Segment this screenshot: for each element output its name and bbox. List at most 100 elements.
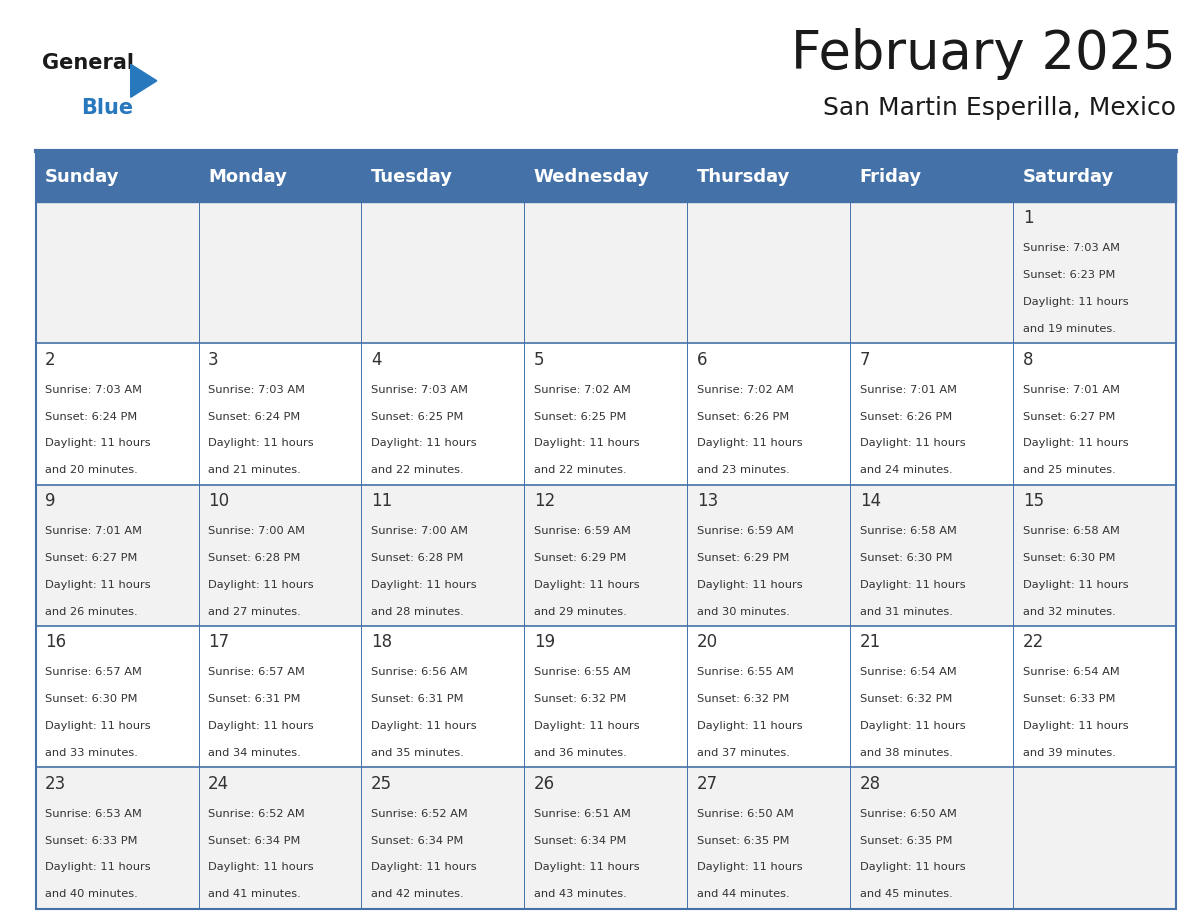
Text: 15: 15 <box>1023 492 1044 510</box>
Text: Blue: Blue <box>81 97 133 118</box>
Text: Sunrise: 6:52 AM: Sunrise: 6:52 AM <box>208 809 305 819</box>
Text: and 22 minutes.: and 22 minutes. <box>533 465 626 476</box>
Polygon shape <box>131 64 157 97</box>
Text: 22: 22 <box>1023 633 1044 652</box>
Text: and 42 minutes.: and 42 minutes. <box>371 890 463 900</box>
Text: 19: 19 <box>533 633 555 652</box>
Text: Daylight: 11 hours: Daylight: 11 hours <box>533 722 639 731</box>
Text: Daylight: 11 hours: Daylight: 11 hours <box>208 439 314 448</box>
Text: and 44 minutes.: and 44 minutes. <box>697 890 790 900</box>
Text: Sunrise: 6:52 AM: Sunrise: 6:52 AM <box>371 809 468 819</box>
Text: 10: 10 <box>208 492 229 510</box>
Text: and 32 minutes.: and 32 minutes. <box>1023 607 1116 617</box>
Text: Sunset: 6:27 PM: Sunset: 6:27 PM <box>1023 411 1116 421</box>
Bar <box>1013 343 1176 485</box>
Bar <box>361 343 524 485</box>
Text: Sunset: 6:30 PM: Sunset: 6:30 PM <box>45 694 138 704</box>
Text: 27: 27 <box>697 775 718 793</box>
Text: Sunset: 6:34 PM: Sunset: 6:34 PM <box>371 835 463 845</box>
Text: General: General <box>42 53 133 73</box>
Text: Sunset: 6:25 PM: Sunset: 6:25 PM <box>533 411 626 421</box>
Text: Sunrise: 6:54 AM: Sunrise: 6:54 AM <box>860 667 956 677</box>
Bar <box>36 626 198 767</box>
Text: Sunrise: 7:03 AM: Sunrise: 7:03 AM <box>45 385 143 395</box>
Text: 18: 18 <box>371 633 392 652</box>
Text: Sunrise: 6:58 AM: Sunrise: 6:58 AM <box>860 526 956 536</box>
Text: Daylight: 11 hours: Daylight: 11 hours <box>860 439 966 448</box>
Bar <box>524 767 688 909</box>
Text: Sunrise: 7:03 AM: Sunrise: 7:03 AM <box>208 385 305 395</box>
Text: Daylight: 11 hours: Daylight: 11 hours <box>208 863 314 872</box>
Text: and 29 minutes.: and 29 minutes. <box>533 607 627 617</box>
Text: Sunrise: 7:00 AM: Sunrise: 7:00 AM <box>371 526 468 536</box>
Text: Daylight: 11 hours: Daylight: 11 hours <box>697 722 802 731</box>
Text: Daylight: 11 hours: Daylight: 11 hours <box>1023 297 1129 307</box>
Text: and 37 minutes.: and 37 minutes. <box>697 748 790 758</box>
Bar <box>198 343 361 485</box>
Text: 28: 28 <box>860 775 880 793</box>
Bar <box>688 626 851 767</box>
Text: Sunset: 6:29 PM: Sunset: 6:29 PM <box>533 553 626 563</box>
Text: 13: 13 <box>697 492 718 510</box>
Text: Sunrise: 7:02 AM: Sunrise: 7:02 AM <box>533 385 631 395</box>
Text: 1: 1 <box>1023 209 1034 228</box>
Text: Daylight: 11 hours: Daylight: 11 hours <box>45 863 151 872</box>
Text: 14: 14 <box>860 492 880 510</box>
Text: and 25 minutes.: and 25 minutes. <box>1023 465 1116 476</box>
Text: Daylight: 11 hours: Daylight: 11 hours <box>1023 439 1129 448</box>
Text: Sunset: 6:31 PM: Sunset: 6:31 PM <box>371 694 463 704</box>
Text: 4: 4 <box>371 351 381 369</box>
Text: Daylight: 11 hours: Daylight: 11 hours <box>45 439 151 448</box>
Text: Sunset: 6:26 PM: Sunset: 6:26 PM <box>697 411 789 421</box>
Text: Sunrise: 6:51 AM: Sunrise: 6:51 AM <box>533 809 631 819</box>
Text: and 36 minutes.: and 36 minutes. <box>533 748 627 758</box>
Bar <box>198 767 361 909</box>
Text: Sunset: 6:27 PM: Sunset: 6:27 PM <box>45 553 138 563</box>
Bar <box>198 485 361 626</box>
Text: and 20 minutes.: and 20 minutes. <box>45 465 138 476</box>
Bar <box>1013 485 1176 626</box>
Bar <box>361 485 524 626</box>
Text: 6: 6 <box>697 351 707 369</box>
Bar <box>851 202 1013 343</box>
Bar <box>36 767 198 909</box>
Text: 16: 16 <box>45 633 67 652</box>
Text: and 19 minutes.: and 19 minutes. <box>1023 324 1116 334</box>
Text: and 33 minutes.: and 33 minutes. <box>45 748 138 758</box>
Bar <box>36 343 198 485</box>
Bar <box>851 767 1013 909</box>
Text: Sunset: 6:30 PM: Sunset: 6:30 PM <box>1023 553 1116 563</box>
Text: Daylight: 11 hours: Daylight: 11 hours <box>860 722 966 731</box>
Text: 11: 11 <box>371 492 392 510</box>
Bar <box>1013 202 1176 343</box>
Text: Friday: Friday <box>860 168 922 185</box>
Text: Daylight: 11 hours: Daylight: 11 hours <box>697 439 802 448</box>
Text: and 40 minutes.: and 40 minutes. <box>45 890 138 900</box>
Text: 9: 9 <box>45 492 56 510</box>
Text: Daylight: 11 hours: Daylight: 11 hours <box>371 722 476 731</box>
Text: Sunrise: 7:03 AM: Sunrise: 7:03 AM <box>1023 243 1120 253</box>
Text: and 43 minutes.: and 43 minutes. <box>533 890 627 900</box>
Text: 5: 5 <box>533 351 544 369</box>
Text: 17: 17 <box>208 633 229 652</box>
Text: 20: 20 <box>697 633 718 652</box>
Text: Sunrise: 6:57 AM: Sunrise: 6:57 AM <box>45 667 143 677</box>
Bar <box>198 626 361 767</box>
Text: Daylight: 11 hours: Daylight: 11 hours <box>533 580 639 589</box>
Text: Daylight: 11 hours: Daylight: 11 hours <box>371 863 476 872</box>
Text: Daylight: 11 hours: Daylight: 11 hours <box>371 580 476 589</box>
Text: and 34 minutes.: and 34 minutes. <box>208 748 301 758</box>
Bar <box>361 202 524 343</box>
Bar <box>524 202 688 343</box>
Text: Sunrise: 6:58 AM: Sunrise: 6:58 AM <box>1023 526 1119 536</box>
Text: Sunrise: 6:57 AM: Sunrise: 6:57 AM <box>208 667 305 677</box>
Text: Sunrise: 6:55 AM: Sunrise: 6:55 AM <box>533 667 631 677</box>
Text: Sunset: 6:35 PM: Sunset: 6:35 PM <box>697 835 789 845</box>
Bar <box>524 343 688 485</box>
Text: 8: 8 <box>1023 351 1034 369</box>
Text: 3: 3 <box>208 351 219 369</box>
Text: Sunset: 6:24 PM: Sunset: 6:24 PM <box>45 411 138 421</box>
Bar <box>851 485 1013 626</box>
Text: 2: 2 <box>45 351 56 369</box>
Text: and 26 minutes.: and 26 minutes. <box>45 607 138 617</box>
